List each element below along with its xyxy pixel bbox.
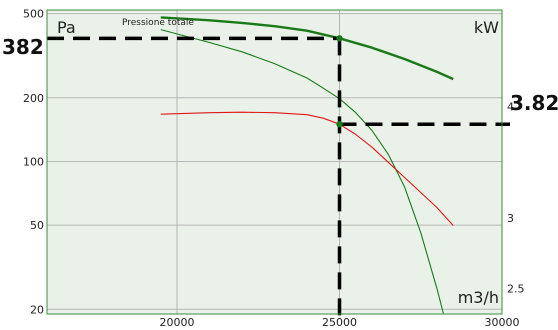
y-left-tick-label: 500 [23,8,44,21]
series-label-pressione-totale: Pressione totale [122,18,194,28]
y-left-tick-label: 200 [23,92,44,105]
plot-frame [46,9,503,315]
series-layer [160,16,454,315]
power-value-annotation: 3.82 [510,91,558,115]
x-tick-label: 25000 [322,316,357,329]
y-right-unit-label: kW [474,18,499,37]
series-line-1 [160,29,445,315]
power-operating-point [336,120,343,128]
y-right-tick-label: 3 [507,212,514,225]
y-left-unit-label: Pa [57,18,76,37]
plot-area [47,10,502,314]
series-line-2 [160,111,454,226]
y-left-tick-label: 20 [30,303,44,316]
y-left-tick-label: 50 [30,219,44,232]
y-left-tick-label: 100 [23,155,44,168]
x-unit-label: m3/h [458,288,499,307]
x-tick-label: 20000 [160,316,195,329]
pressure-value-annotation: 382 [2,35,44,59]
tick-labels: 20000 25000 30000 20 50 100 200 500 2.5 3 4 [23,8,525,329]
series-line-0 [160,16,454,81]
x-tick-label: 30000 [485,316,520,329]
y-right-tick-label: 2.5 [507,282,525,295]
operating-point-guides [47,35,510,322]
pressure-operating-point [336,35,343,42]
y-right-tick-label: 4 [507,100,514,113]
